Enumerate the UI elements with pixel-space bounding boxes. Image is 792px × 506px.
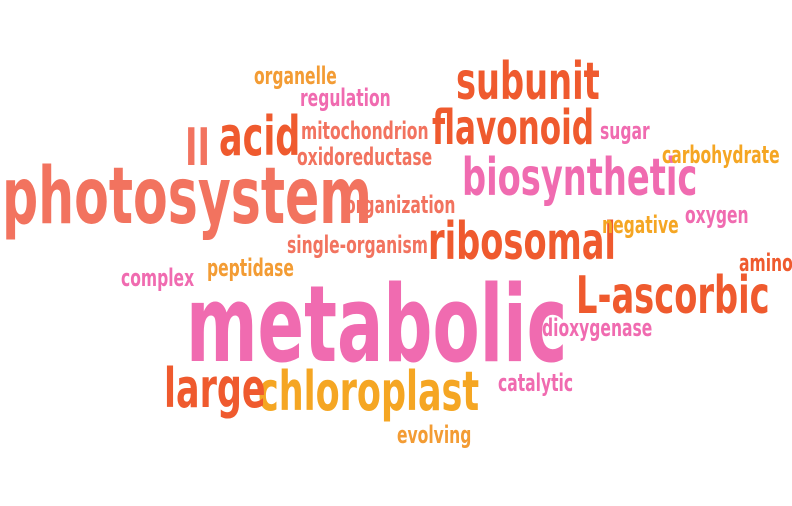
word-photosystem: photosystem xyxy=(2,152,372,242)
word-peptidase: peptidase xyxy=(207,254,294,282)
word-dioxygenase: dioxygenase xyxy=(542,314,653,342)
word-chloroplast: chloroplast xyxy=(258,360,480,423)
word-sugar: sugar xyxy=(600,117,650,145)
word-acid: acid xyxy=(219,105,301,168)
word-catalytic: catalytic xyxy=(498,369,574,397)
word-organization: organization xyxy=(345,191,456,219)
word-evolving: evolving xyxy=(397,421,472,449)
word-ribosomal: ribosomal xyxy=(428,212,616,272)
word-single-organism: single-organism xyxy=(287,231,428,259)
word-oxidoreductase: oxidoreductase xyxy=(297,143,433,171)
word-carbohydrate: carbohydrate xyxy=(662,141,780,169)
word-complex: complex xyxy=(121,264,195,292)
word-l-ascorbic: L-ascorbic xyxy=(576,266,770,326)
word-flavonoid: flavonoid xyxy=(432,100,595,156)
word-biosynthetic: biosynthetic xyxy=(462,148,698,208)
word-negative: negative xyxy=(602,211,679,239)
word-subunit: subunit xyxy=(456,52,600,112)
word-ii: II xyxy=(185,118,211,178)
word-large: large xyxy=(164,357,266,420)
word-mitochondrion: mitochondrion xyxy=(301,117,429,145)
word-amino: amino xyxy=(739,249,792,277)
word-metabolic: metabolic xyxy=(186,263,568,386)
word-oxygen: oxygen xyxy=(685,201,749,229)
word-regulation: regulation xyxy=(300,84,391,112)
word-organelle: organelle xyxy=(254,62,337,90)
